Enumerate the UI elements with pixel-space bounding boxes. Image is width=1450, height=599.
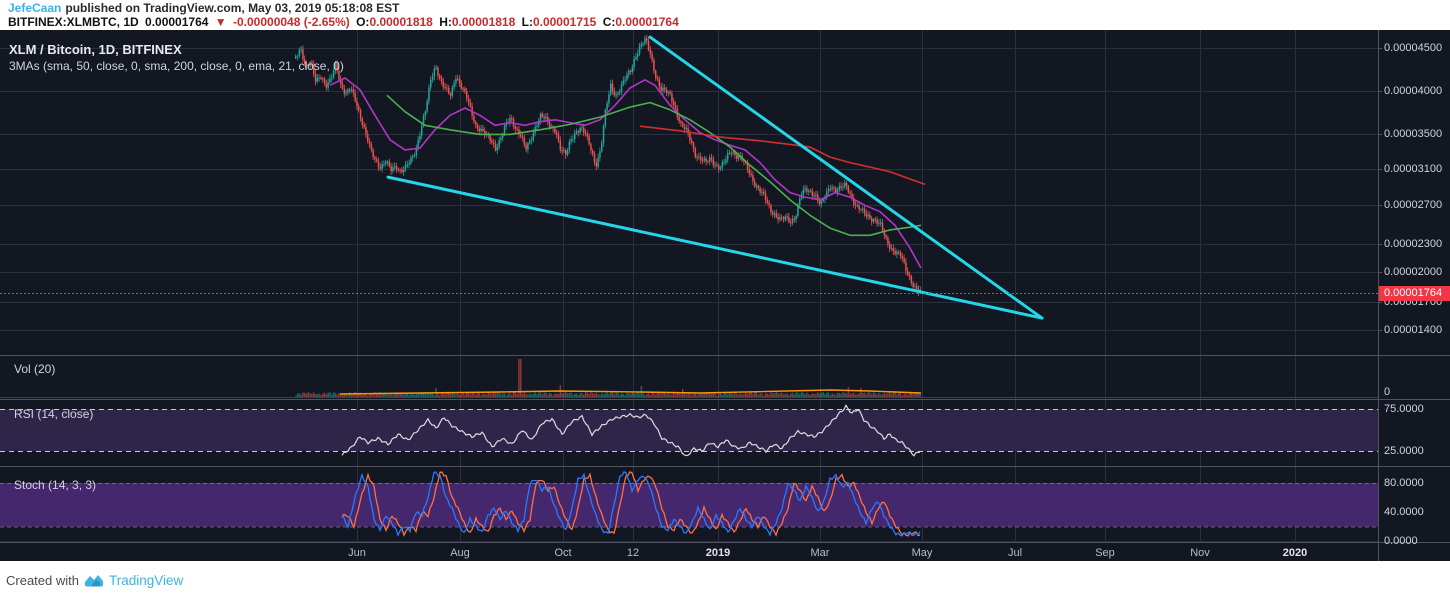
- low-value: 0.00001715: [532, 15, 597, 29]
- time-tick-label: Oct: [554, 547, 572, 559]
- close-value: 0.00001764: [615, 15, 679, 29]
- stoch-level-label: 80.0000: [1384, 477, 1424, 489]
- high-value: 0.00001818: [451, 15, 516, 29]
- volume-pane-label: Vol (20): [14, 362, 56, 376]
- volume-zero-label: 0: [1384, 386, 1391, 398]
- price-tick-label: 0.00003100: [1384, 163, 1443, 175]
- time-tick-label: Jun: [348, 547, 366, 559]
- time-tick-label: 12: [626, 547, 640, 559]
- price-chart-canvas[interactable]: [0, 30, 1450, 561]
- ticker-change: -0.00000048 (-2.65%): [233, 15, 350, 29]
- snapshot-footer: Created with TradingView: [0, 561, 1450, 599]
- stoch-pane-label: Stoch (14, 3, 3): [14, 478, 97, 492]
- tradingview-brand-link[interactable]: TradingView: [108, 572, 184, 588]
- time-tick-label: Sep: [1095, 547, 1115, 559]
- time-tick-label: Nov: [1190, 547, 1210, 559]
- price-tick-label: 0.00003500: [1384, 128, 1443, 140]
- time-tick-label: 2019: [705, 547, 731, 559]
- price-tick-label: 0.00001400: [1384, 324, 1443, 336]
- time-tick-label: Jul: [1007, 547, 1023, 559]
- time-tick-label: May: [911, 547, 933, 559]
- ticker-line: BITFINEX:XLMBTC, 1D 0.00001764 ▼ -0.0000…: [8, 15, 682, 29]
- open-label: O:: [356, 15, 370, 29]
- price-tick-label: 0.00002300: [1384, 238, 1443, 250]
- published-text: published on TradingView.com, May 03, 20…: [65, 1, 400, 15]
- tradingview-logo-icon: [84, 575, 103, 587]
- chart-legend-title: XLM / Bitcoin, 1D, BITFINEX: [9, 42, 182, 57]
- snapshot-header: JefeCaan published on TradingView.com, Ma…: [0, 0, 1450, 31]
- publisher-link[interactable]: JefeCaan: [8, 1, 62, 15]
- high-label: H:: [439, 15, 452, 29]
- down-triangle-icon: ▼: [214, 15, 227, 29]
- rsi-level-label: 25.0000: [1384, 445, 1424, 457]
- price-tick-label: 0.00004500: [1384, 42, 1443, 54]
- time-tick-label: Aug: [450, 547, 470, 559]
- current-price-label: 0.00001764: [1379, 286, 1450, 302]
- ticker-last-price: 0.00001764: [145, 15, 209, 29]
- price-tick-label: 0.00002700: [1384, 199, 1443, 211]
- price-tick-label: 0.00002000: [1384, 266, 1443, 278]
- time-tick-label: Mar: [810, 547, 830, 559]
- stoch-level-label: 0.0000: [1384, 535, 1418, 547]
- published-line: JefeCaan published on TradingView.com, Ma…: [8, 1, 400, 15]
- open-value: 0.00001818: [369, 15, 433, 29]
- rsi-level-label: 75.0000: [1384, 403, 1424, 415]
- close-label: C:: [602, 15, 616, 29]
- price-tick-label: 0.00004000: [1384, 85, 1443, 97]
- chart-legend-indicator: 3MAs (sma, 50, close, 0, sma, 200, close…: [9, 59, 344, 73]
- created-with-text: Created with: [6, 572, 79, 588]
- ticker-symbol: BITFINEX:XLMBTC, 1D: [8, 15, 139, 29]
- chart-area: XLM / Bitcoin, 1D, BITFINEX 3MAs (sma, 5…: [0, 30, 1450, 561]
- low-label: L:: [521, 15, 533, 29]
- rsi-pane-label: RSI (14, close): [14, 407, 94, 421]
- stoch-level-label: 40.0000: [1384, 506, 1424, 518]
- time-tick-label: 2020: [1282, 547, 1308, 559]
